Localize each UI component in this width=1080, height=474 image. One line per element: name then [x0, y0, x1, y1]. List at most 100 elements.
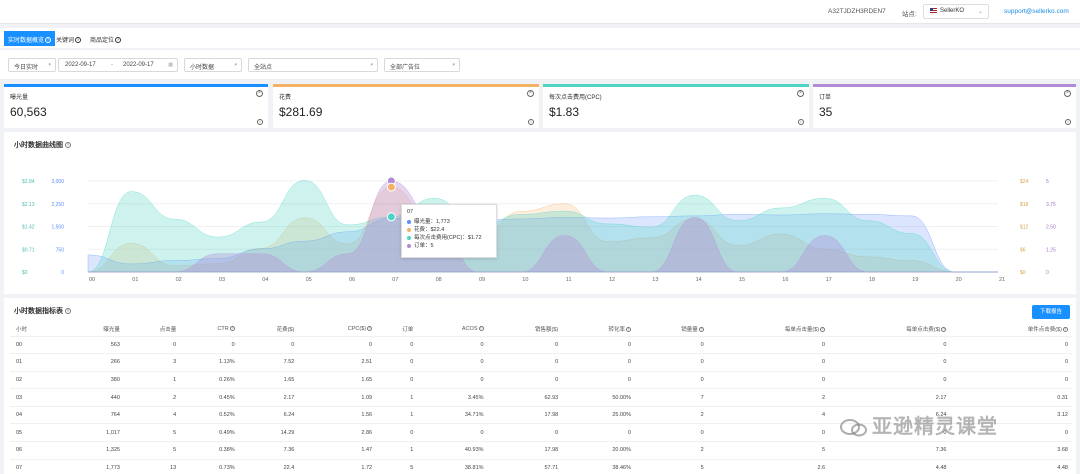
x-tick-label: 15 [739, 277, 745, 283]
info-icon[interactable]: i [1065, 119, 1071, 125]
table-cell: 0 [634, 370, 708, 389]
date-preset-select[interactable]: 今日实时 ▾ [8, 58, 56, 72]
info-icon[interactable]: i [257, 119, 263, 125]
download-report-button[interactable]: 下载报告 [1032, 305, 1070, 319]
table-cell: 38.46% [562, 458, 635, 474]
info-icon[interactable]: i [941, 326, 947, 332]
series-area-0 [87, 213, 998, 273]
column-header: 小时 [16, 326, 28, 333]
close-icon[interactable]: × [256, 90, 263, 97]
table-cell: 0.26% [180, 370, 239, 389]
table-cell: 38.81% [417, 458, 488, 474]
y-tick-label-orders: 2.50 [1046, 225, 1056, 231]
column-header: 销售额($) [535, 326, 559, 333]
info-icon[interactable]: i [798, 119, 804, 125]
table-cell: 25.00% [562, 405, 635, 424]
table-cell: 2 [123, 388, 181, 407]
info-icon[interactable]: i [698, 326, 704, 332]
info-icon[interactable]: i [1063, 326, 1068, 332]
tab-keywords[interactable]: 关键词? [56, 37, 82, 44]
column-header: 每单点击量($) i [708, 322, 829, 336]
watermark: 亚逊精灵课堂 [840, 410, 998, 439]
table-cell: 2 [634, 441, 708, 460]
site-label: 站点: [902, 11, 917, 18]
support-email-link[interactable]: support@sellerko.com [1004, 8, 1069, 15]
column-header: CTR i [180, 322, 238, 336]
table-cell: 62.93 [487, 388, 563, 407]
series-area-1 [87, 186, 998, 273]
table-cell: 0 [487, 423, 563, 442]
filter-bar: 今日实时 ▾ 2022-09-17 - 2022-09-17 ▦ 小时数据 ▾ 全站… [0, 50, 1080, 80]
table-cell: 0 [417, 335, 488, 354]
site-select[interactable]: SellerKO ⌄ [923, 4, 989, 19]
kpi-label: 订单 [819, 95, 832, 101]
table-cell: 57.71 [487, 458, 563, 474]
table-row: 02 380 1 0.26% 1.65 1.65 0 0 0 0 0 0 0 0 [10, 370, 1072, 389]
table-cell: 0 [829, 370, 951, 389]
table-cell: 0.73% [180, 458, 239, 474]
chevron-down-icon: ▾ [370, 62, 373, 68]
table-cell: 0 [634, 423, 708, 442]
table-cell: 13 [123, 458, 181, 474]
close-icon[interactable]: × [1064, 90, 1071, 97]
x-tick-label: 00 [89, 277, 95, 283]
tab-product-targeting[interactable]: 商品定位? [90, 37, 122, 44]
granularity-select[interactable]: 小时数据 ▾ [184, 58, 242, 72]
table-cell: 0 [562, 335, 635, 354]
table-cell: 0 [562, 370, 635, 389]
x-tick-label: 01 [132, 277, 138, 283]
table-cell: 0 [376, 370, 418, 389]
help-icon: ? [115, 37, 122, 44]
info-icon[interactable]: i [625, 326, 631, 332]
kpi-card-impressions: 曝光量 60,563 × i [4, 84, 268, 128]
table-cell: 06 [10, 441, 68, 460]
table-cell: 7 [634, 388, 708, 407]
help-icon: ? [45, 37, 52, 44]
x-tick-label: 02 [176, 277, 182, 283]
table-cell: 0 [707, 370, 830, 389]
table-cell: 0 [180, 335, 239, 354]
x-tick-label: 18 [869, 277, 875, 283]
tab-realtime-overview[interactable]: 实时数据概览? [4, 31, 56, 46]
info-icon[interactable]: i [528, 119, 534, 125]
table-cell: 0 [950, 423, 1072, 442]
table-cell: 7.52 [238, 353, 299, 372]
y-tick-label-cpc: $0 [22, 270, 28, 276]
campaign-select[interactable]: 全部广告位 ▾ [384, 58, 460, 72]
table-cell: 2.86 [298, 423, 377, 442]
highlight-point [386, 212, 396, 222]
table-cell: 1.65 [238, 370, 299, 389]
site-filter-select[interactable]: 全站点 ▾ [248, 58, 378, 72]
table-cell: 0 [707, 423, 830, 442]
table-cell: 2.51 [298, 353, 377, 372]
table-cell: 17.98 [487, 405, 563, 424]
table-cell: 0 [376, 423, 418, 442]
table-row: 05 1,017 5 0.49% 14.29 2.86 0 0 0 0 0 0 0 0 [10, 423, 1072, 442]
table-cell: 7.36 [238, 441, 299, 460]
hourly-area-chart[interactable]: 00 01 02 03 04 05 06 07 08 09 10 11 12 13 14 15 16 17 18 19… [4, 132, 1076, 294]
x-tick-label: 09 [479, 277, 485, 283]
info-icon[interactable]: i [229, 325, 235, 331]
info-icon[interactable]: i [820, 326, 826, 332]
date-range-picker[interactable]: 2022-09-17 - 2022-09-17 ▦ [58, 58, 178, 72]
table-cell: 0 [487, 353, 563, 372]
x-tick-label: 16 [782, 277, 788, 283]
x-tick-label: 04 [262, 277, 268, 283]
info-icon[interactable]: i [478, 325, 484, 331]
x-tick-label: 14 [696, 277, 702, 283]
table-cell: 5 [123, 441, 181, 460]
close-icon[interactable]: × [797, 90, 804, 97]
close-icon[interactable]: × [527, 90, 534, 97]
table-cell: 5 [707, 441, 830, 460]
x-tick-label: 08 [436, 277, 442, 283]
table-cell: 1 [123, 370, 181, 389]
wechat-icon [840, 418, 867, 437]
y-tick-label-orders: 3.75 [1046, 202, 1056, 208]
kpi-card-orders: 订单 35 × i [813, 84, 1076, 128]
info-icon[interactable]: i [367, 325, 373, 331]
y-tick-label-spend: $12 [1020, 225, 1029, 231]
table-cell: 0 [634, 353, 708, 372]
table-cell: 0.38% [180, 441, 239, 460]
column-header: 点击量 [159, 326, 177, 333]
series-area-2 [87, 180, 998, 273]
